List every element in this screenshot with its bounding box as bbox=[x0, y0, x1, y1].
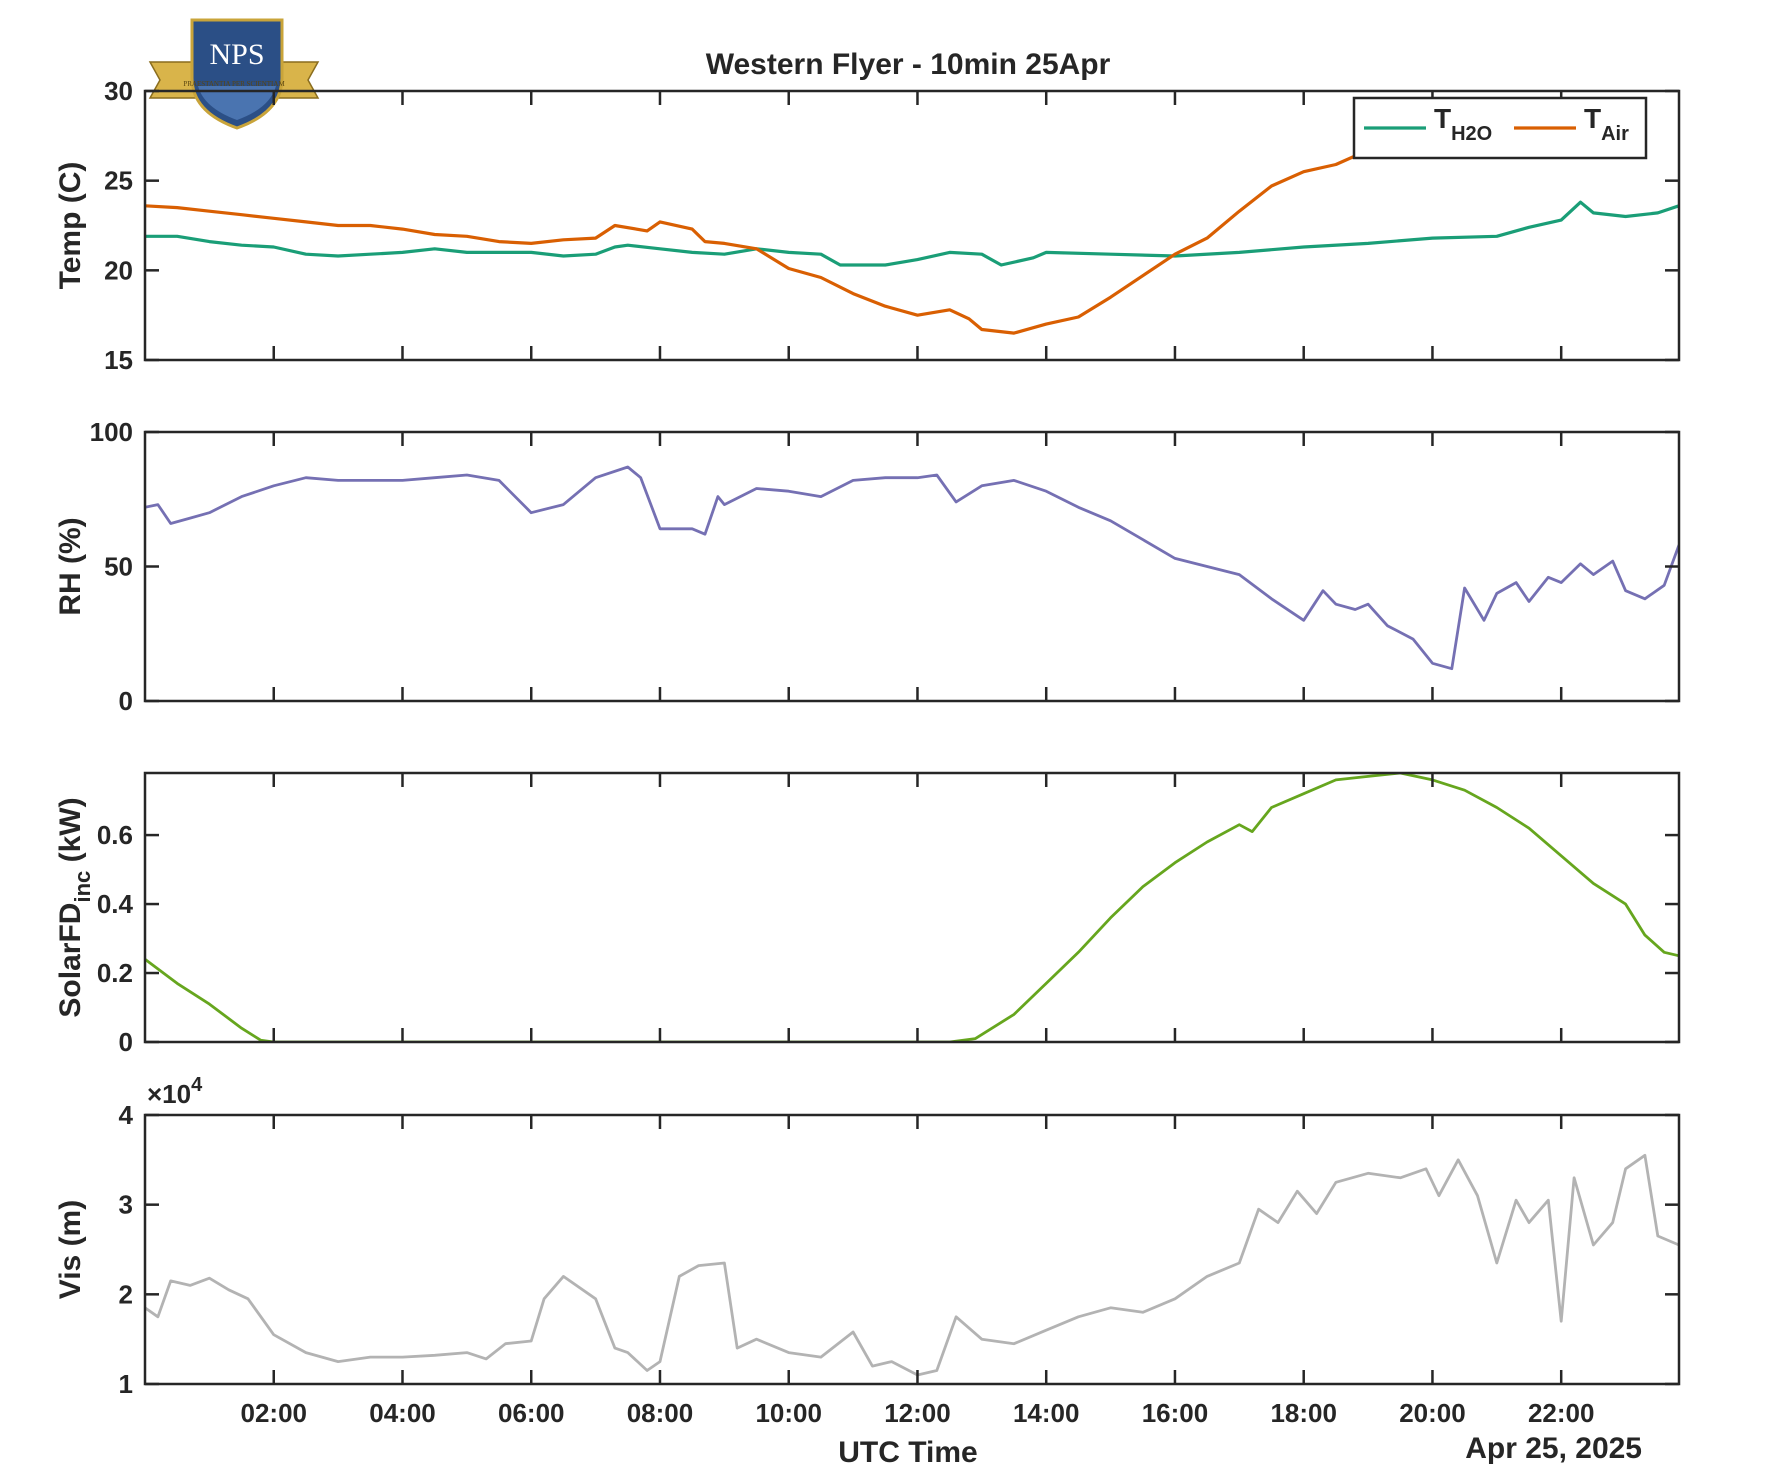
x-tick-label-1: 04:00 bbox=[369, 1398, 436, 1428]
x-tick-label-10: 22:00 bbox=[1528, 1398, 1595, 1428]
y-tick-label-temp-2: 25 bbox=[104, 166, 133, 196]
x-tick-label-0: 02:00 bbox=[240, 1398, 307, 1428]
y-tick-label-vis-2: 3 bbox=[119, 1190, 133, 1220]
x-tick-label-4: 10:00 bbox=[755, 1398, 822, 1428]
nps-logo: NPS PRAESTANTIA PER SCIENTIAM bbox=[148, 18, 320, 130]
y-tick-label-temp-0: 15 bbox=[104, 345, 133, 375]
panel-vis: 1 2 3 4 Vis (m) ×104 02:00 04:00 06:00 08:00 10:00… bbox=[54, 1074, 1681, 1428]
x-tick-label-2: 06:00 bbox=[498, 1398, 565, 1428]
axes-box-solar bbox=[143, 771, 1681, 1044]
y-axis-label-solar: SolarFDinc (kW) bbox=[54, 797, 95, 1017]
series-line-vis-0 bbox=[145, 1153, 1679, 1377]
y-tick-label-solar-2: 0.4 bbox=[97, 889, 134, 919]
y-tick-label-solar-3: 0.6 bbox=[97, 820, 133, 850]
y-tick-label-rh-2: 100 bbox=[90, 417, 133, 447]
axes-box-rh bbox=[143, 430, 1681, 703]
y-tick-label-solar-0: 0 bbox=[119, 1027, 133, 1057]
y-axis-label-rh: RH (%) bbox=[54, 517, 87, 615]
y-axis-label-vis: Vis (m) bbox=[54, 1200, 87, 1299]
series-line-temp-0 bbox=[145, 200, 1679, 267]
panel-rh: 0 50 100 RH (%) bbox=[54, 417, 1681, 716]
y-tick-label-vis-3: 4 bbox=[119, 1100, 134, 1130]
y-tick-label-rh-0: 0 bbox=[119, 686, 133, 716]
y-tick-label-solar-1: 0.2 bbox=[97, 958, 133, 988]
chart-title: Western Flyer - 10min 25Apr bbox=[706, 48, 1111, 81]
y-tick-label-vis-0: 1 bbox=[119, 1369, 133, 1399]
axes-box-vis bbox=[143, 1113, 1681, 1386]
y-axis-label-temp: Temp (C) bbox=[54, 162, 87, 290]
x-tick-label-9: 20:00 bbox=[1399, 1398, 1466, 1428]
logo-text: NPS bbox=[209, 38, 264, 71]
y-exponent-label: ×104 bbox=[147, 1074, 203, 1109]
x-tick-label-3: 08:00 bbox=[627, 1398, 694, 1428]
x-tick-label-7: 16:00 bbox=[1142, 1398, 1209, 1428]
series-line-temp-1 bbox=[145, 107, 1421, 335]
y-tick-label-temp-1: 20 bbox=[104, 255, 133, 285]
logo-shield-lower bbox=[198, 86, 276, 120]
x-tick-label-6: 14:00 bbox=[1013, 1398, 1080, 1428]
x-tick-label-5: 12:00 bbox=[884, 1398, 951, 1428]
date-label: Apr 25, 2025 bbox=[1465, 1432, 1642, 1465]
x-axis-label: UTC Time bbox=[838, 1436, 977, 1469]
series-line-solar-0 bbox=[145, 773, 1679, 1042]
series-line-rh-0 bbox=[145, 465, 1679, 671]
y-tick-label-rh-1: 50 bbox=[104, 552, 133, 582]
legend: TH2O TAir bbox=[1352, 96, 1648, 160]
y-tick-label-vis-1: 2 bbox=[119, 1279, 133, 1309]
logo-motto: PRAESTANTIA PER SCIENTIAM bbox=[183, 80, 285, 88]
axes-box-temp bbox=[143, 89, 1681, 362]
y-tick-label-temp-3: 30 bbox=[104, 76, 133, 106]
x-tick-label-8: 18:00 bbox=[1270, 1398, 1337, 1428]
panel-temp: 15 20 25 30 Temp (C) TH2O TAir bbox=[54, 76, 1681, 375]
